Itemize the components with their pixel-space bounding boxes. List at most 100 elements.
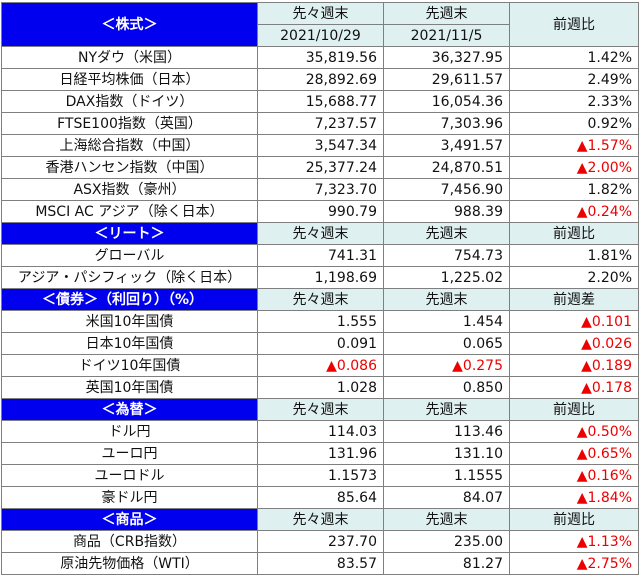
row-name: 豪ドル円 xyxy=(1,486,258,509)
row-name: ドイツ10年国債 xyxy=(1,354,258,377)
value-prev2: 741.31 xyxy=(257,244,384,267)
value-prev: 16,054.36 xyxy=(383,90,510,113)
value-prev: 29,611.57 xyxy=(383,68,510,91)
row-name: 日本10年国債 xyxy=(1,332,258,355)
value-change: 1.42% xyxy=(509,46,639,69)
section-title-commodities: ＜商品＞ xyxy=(1,508,258,531)
value-change: ▲0.50% xyxy=(509,420,639,443)
value-prev: 24,870.51 xyxy=(383,156,510,179)
value-change: 2.20% xyxy=(509,266,639,289)
value-prev: 988.39 xyxy=(383,200,510,223)
table-row: 英国10年国債 1.028 0.850 ▲0.178 xyxy=(1,376,639,399)
table-row: ユーロ円 131.96 131.10 ▲0.65% xyxy=(1,442,639,465)
table-row: MSCI AC アジア（除く日本） 990.79 988.39 ▲0.24% xyxy=(1,200,639,223)
value-prev: 131.10 xyxy=(383,442,510,465)
value-prev2: 237.70 xyxy=(257,530,384,553)
value-change: ▲0.101 xyxy=(509,310,639,333)
value-prev2: 85.64 xyxy=(257,486,384,509)
column-header-prev: 先週末 xyxy=(383,222,510,245)
table-row: ドル円 114.03 113.46 ▲0.50% xyxy=(1,420,639,443)
value-prev2: 25,377.24 xyxy=(257,156,384,179)
value-prev: 754.73 xyxy=(383,244,510,267)
section-header-bonds: ＜債券＞（利回り）（%） 先々週末 先週末 前週差 xyxy=(1,288,639,311)
value-prev: 84.07 xyxy=(383,486,510,509)
row-name: 米国10年国債 xyxy=(1,310,258,333)
value-prev2: 7,237.57 xyxy=(257,112,384,135)
value-prev2: 0.091 xyxy=(257,332,384,355)
value-prev2: 15,688.77 xyxy=(257,90,384,113)
value-prev2: 1,198.69 xyxy=(257,266,384,289)
market-summary-table: ＜株式＞ 先々週末 先週末 前週比 2021/10/29 2021/11/5 N… xyxy=(1,2,639,575)
value-prev: 1.454 xyxy=(383,310,510,333)
value-change: ▲0.026 xyxy=(509,332,639,355)
section-title-fx: ＜為替＞ xyxy=(1,398,258,421)
section-header-reit: ＜リート＞ 先々週末 先週末 前週比 xyxy=(1,222,639,245)
value-change: 1.82% xyxy=(509,178,639,201)
row-name: 商品（CRB指数） xyxy=(1,530,258,553)
value-change: ▲0.189 xyxy=(509,354,639,377)
table-row: 日経平均株価（日本） 28,892.69 29,611.57 2.49% xyxy=(1,68,639,91)
table-row: ユーロドル 1.1573 1.1555 ▲0.16% xyxy=(1,464,639,487)
value-prev2: 1.1573 xyxy=(257,464,384,487)
section-title-bonds: ＜債券＞（利回り）（%） xyxy=(1,288,258,311)
column-header-change: 前週比 xyxy=(509,398,639,421)
value-change: 1.81% xyxy=(509,244,639,267)
row-name: ユーロドル xyxy=(1,464,258,487)
value-prev2: 1.028 xyxy=(257,376,384,399)
table-row: 日本10年国債 0.091 0.065 ▲0.026 xyxy=(1,332,639,355)
row-name: NYダウ（米国） xyxy=(1,46,258,69)
row-name: FTSE100指数（英国） xyxy=(1,112,258,135)
column-header-prev: 先週末 xyxy=(383,508,510,531)
value-prev: 235.00 xyxy=(383,530,510,553)
value-change: 2.33% xyxy=(509,90,639,113)
table-row: ドイツ10年国債 ▲0.086 ▲0.275 ▲0.189 xyxy=(1,354,639,377)
column-header-prev: 先週末 xyxy=(383,398,510,421)
table-row: DAX指数（ドイツ） 15,688.77 16,054.36 2.33% xyxy=(1,90,639,113)
row-name: ドル円 xyxy=(1,420,258,443)
value-prev: 3,491.57 xyxy=(383,134,510,157)
value-prev2: 7,323.70 xyxy=(257,178,384,201)
row-name: アジア・パシフィック（除く日本） xyxy=(1,266,258,289)
row-name: MSCI AC アジア（除く日本） xyxy=(1,200,258,223)
table-row: 香港ハンセン指数（中国） 25,377.24 24,870.51 ▲2.00% xyxy=(1,156,639,179)
table-row: 上海総合指数（中国） 3,547.34 3,491.57 ▲1.57% xyxy=(1,134,639,157)
table-row: 原油先物価格（WTI） 83.57 81.27 ▲2.75% xyxy=(1,552,639,575)
value-prev2: 35,819.56 xyxy=(257,46,384,69)
value-change: ▲1.57% xyxy=(509,134,639,157)
value-prev: 0.850 xyxy=(383,376,510,399)
row-name: 上海総合指数（中国） xyxy=(1,134,258,157)
column-header-prev: 先週末 xyxy=(383,2,510,25)
value-prev2: 83.57 xyxy=(257,552,384,575)
column-header-prev2: 先々週末 xyxy=(257,2,384,25)
value-change: ▲2.00% xyxy=(509,156,639,179)
row-name: 日経平均株価（日本） xyxy=(1,68,258,91)
column-header-prev2: 先々週末 xyxy=(257,222,384,245)
value-change: ▲1.13% xyxy=(509,530,639,553)
column-header-change: 前週比 xyxy=(509,2,639,47)
section-title-stocks: ＜株式＞ xyxy=(1,2,258,47)
value-prev: 113.46 xyxy=(383,420,510,443)
table-row: 豪ドル円 85.64 84.07 ▲1.84% xyxy=(1,486,639,509)
column-header-prev2: 先々週末 xyxy=(257,508,384,531)
table-row: アジア・パシフィック（除く日本） 1,198.69 1,225.02 2.20% xyxy=(1,266,639,289)
value-prev2: 990.79 xyxy=(257,200,384,223)
value-prev: 7,456.90 xyxy=(383,178,510,201)
column-header-change: 前週比 xyxy=(509,508,639,531)
date-prev: 2021/11/5 xyxy=(383,24,510,47)
row-name: 英国10年国債 xyxy=(1,376,258,399)
value-change: ▲0.178 xyxy=(509,376,639,399)
row-name: グローバル xyxy=(1,244,258,267)
value-prev: 7,303.96 xyxy=(383,112,510,135)
column-header-change: 前週比 xyxy=(509,222,639,245)
value-prev: 1,225.02 xyxy=(383,266,510,289)
value-change: ▲1.84% xyxy=(509,486,639,509)
row-name: ユーロ円 xyxy=(1,442,258,465)
value-change: 0.92% xyxy=(509,112,639,135)
table-row: グローバル 741.31 754.73 1.81% xyxy=(1,244,639,267)
date-prev2: 2021/10/29 xyxy=(257,24,384,47)
value-change: ▲0.16% xyxy=(509,464,639,487)
table-row: FTSE100指数（英国） 7,237.57 7,303.96 0.92% xyxy=(1,112,639,135)
column-header-prev2: 先々週末 xyxy=(257,398,384,421)
value-prev2: 1.555 xyxy=(257,310,384,333)
table-row: 米国10年国債 1.555 1.454 ▲0.101 xyxy=(1,310,639,333)
